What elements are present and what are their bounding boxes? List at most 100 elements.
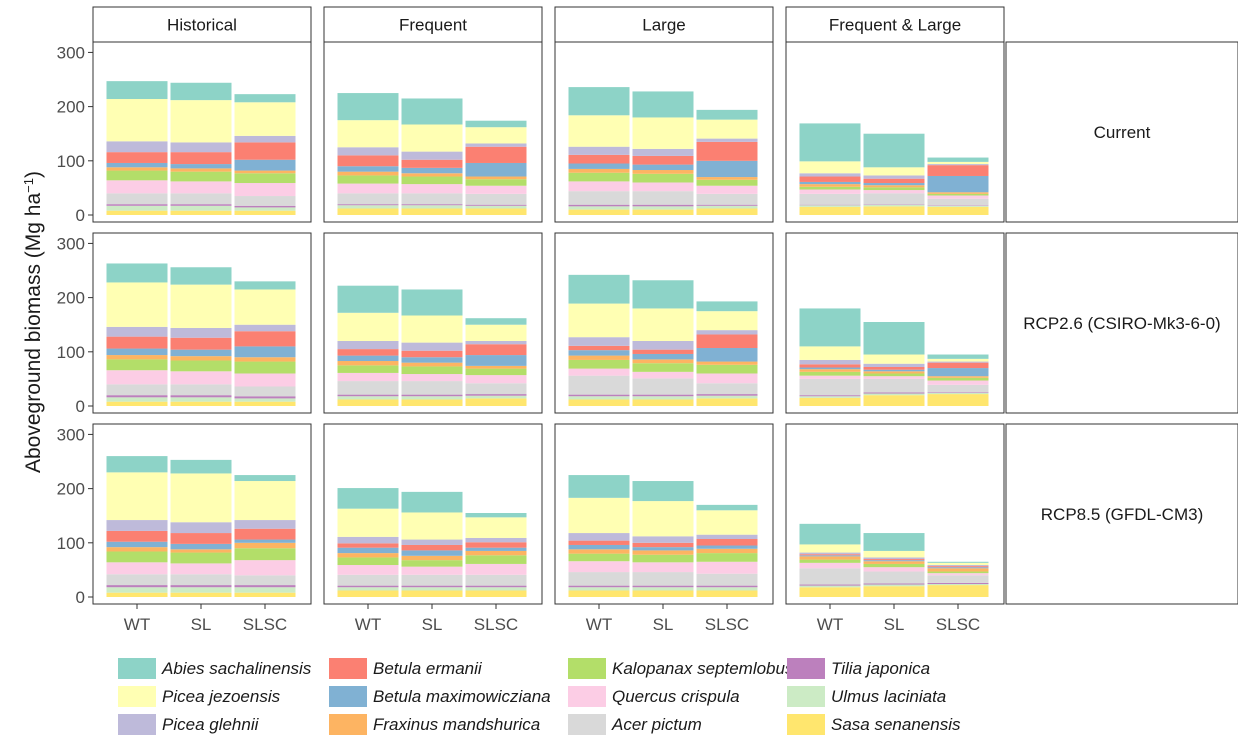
legend-swatch [329, 686, 367, 707]
bar-segment-fraxinus-mandshurica [401, 362, 463, 367]
bar-segment-abies-sachalinensis [927, 354, 989, 359]
bar-segment-picea-jezoensis [632, 501, 694, 537]
bar-segment-betula-ermanii [106, 152, 168, 163]
bar-segment-tilia-japonica [863, 583, 925, 585]
bar-segment-quercus-crispula [696, 561, 758, 574]
bar-segment-picea-jezoensis [234, 102, 296, 136]
row-strip-current: Current [1005, 41, 1238, 223]
panel-rcp2-6-csiro-mk3-6-0-frequent-large [785, 232, 1005, 414]
legend-item-acer-pictum: Acer pictum [568, 714, 702, 735]
bar-segment-picea-glehnii [568, 146, 630, 155]
legend-swatch [568, 686, 606, 707]
column-strip-box [785, 6, 1005, 43]
bar-segment-kalopanax-septemlobus [170, 171, 232, 182]
bar-segment-ulmus-laciniata [401, 396, 463, 400]
bar-segment-ulmus-laciniata [696, 587, 758, 591]
bar-segment-fraxinus-mandshurica [696, 177, 758, 180]
column-strip-large: Large [554, 6, 774, 43]
facet-grid: Historical Frequent Large Frequent & Large C… [57, 6, 1238, 634]
bar-segment-ulmus-laciniata [337, 205, 399, 209]
row-strip-box [1005, 232, 1238, 414]
bar-segment-fraxinus-mandshurica [799, 556, 861, 560]
bar-segment-acer-pictum [401, 574, 463, 586]
bar-segment-ulmus-laciniata [799, 396, 861, 398]
x-tick-label: WT [124, 615, 150, 634]
bar-segment-fraxinus-mandshurica [568, 168, 630, 173]
bar-segment-kalopanax-septemlobus [568, 172, 630, 182]
bar-segment-betula-ermanii [465, 542, 527, 548]
y-tick-label: 300 [57, 43, 85, 62]
bar-segment-ulmus-laciniata [106, 587, 168, 593]
bar-segment-acer-pictum [234, 386, 296, 397]
bar-segment-betula-ermanii [337, 155, 399, 167]
bar-segment-ulmus-laciniata [927, 205, 989, 207]
bar-segment-ulmus-laciniata [170, 397, 232, 402]
legend-swatch [568, 658, 606, 679]
bar-segment-picea-jezoensis [632, 117, 694, 149]
bar-segment-ulmus-laciniata [337, 396, 399, 400]
bar-segment-picea-jezoensis [799, 544, 861, 553]
bar-segment-picea-jezoensis [863, 167, 925, 176]
bar-segment-acer-pictum [799, 378, 861, 396]
row-strip-box [1005, 423, 1238, 605]
bar-segment-abies-sachalinensis [401, 289, 463, 316]
bar-segment-kalopanax-septemlobus [337, 365, 399, 373]
bar-segment-tilia-japonica [234, 396, 296, 399]
bar-segment-picea-jezoensis [568, 303, 630, 338]
bar-segment-ulmus-laciniata [465, 587, 527, 591]
column-strip-historical: Historical [92, 6, 312, 43]
bar-segment-abies-sachalinensis [799, 308, 861, 347]
bar-segment-tilia-japonica [106, 585, 168, 588]
bar-segment-quercus-crispula [632, 182, 694, 192]
bar-segment-ulmus-laciniata [337, 587, 399, 591]
bar-segment-acer-pictum [170, 193, 232, 205]
bar-segment-ulmus-laciniata [170, 205, 232, 211]
bar-segment-quercus-crispula [106, 562, 168, 575]
bar-segment-picea-glehnii [170, 327, 232, 338]
bar-segment-betula-ermanii [696, 141, 758, 161]
bar-segment-acer-pictum [799, 193, 861, 205]
bar-segment-acer-pictum [465, 574, 527, 586]
bar-segment-acer-pictum [234, 575, 296, 586]
legend-swatch [787, 658, 825, 679]
bar-segment-sasa-senanensis [696, 398, 758, 406]
bar-segment-kalopanax-septemlobus [927, 193, 989, 196]
bar-segment-sasa-senanensis [465, 208, 527, 215]
bar-segment-ulmus-laciniata [568, 587, 630, 591]
y-axis-label: Aboveground biomass (Mg ha−1) [21, 171, 46, 473]
legend-swatch [118, 686, 156, 707]
bar-segment-acer-pictum [799, 568, 861, 585]
bar-segment-quercus-crispula [696, 373, 758, 384]
bar-segment-tilia-japonica [632, 394, 694, 397]
bar-segment-kalopanax-septemlobus [234, 361, 296, 374]
column-strip-frequent-large: Frequent & Large [785, 6, 1005, 43]
bar-segment-quercus-crispula [465, 185, 527, 194]
bar-segment-kalopanax-septemlobus [863, 373, 925, 377]
legend-swatch [787, 686, 825, 707]
legend-label: Betula maximowicziana [373, 687, 551, 706]
bar-segment-kalopanax-septemlobus [234, 548, 296, 561]
bar-segment-betula-ermanii [401, 350, 463, 358]
bar-segment-abies-sachalinensis [401, 491, 463, 513]
bar-segment-quercus-crispula [337, 372, 399, 382]
panel-current-large [554, 41, 774, 223]
legend-label: Sasa senanensis [831, 715, 961, 734]
bar-segment-picea-jezoensis [401, 512, 463, 540]
bar-segment-kalopanax-septemlobus [632, 363, 694, 372]
bar-segment-sasa-senanensis [799, 206, 861, 215]
y-tick-label: 200 [57, 98, 85, 117]
bar-segment-acer-pictum [401, 193, 463, 205]
bar-segment-kalopanax-septemlobus [799, 186, 861, 190]
bar-segment-picea-glehnii [465, 143, 527, 147]
y-tick-label: 100 [57, 152, 85, 171]
y-tick-label: 300 [57, 425, 85, 444]
legend-label: Betula ermanii [373, 659, 483, 678]
bar-segment-quercus-crispula [568, 181, 630, 192]
bar-segment-picea-glehnii [401, 151, 463, 160]
bar-segment-abies-sachalinensis [863, 133, 925, 168]
bar-segment-betula-ermanii [799, 554, 861, 556]
bar-segment-tilia-japonica [863, 204, 925, 205]
bar-segment-abies-sachalinensis [106, 263, 168, 283]
bar-segment-kalopanax-septemlobus [465, 368, 527, 376]
